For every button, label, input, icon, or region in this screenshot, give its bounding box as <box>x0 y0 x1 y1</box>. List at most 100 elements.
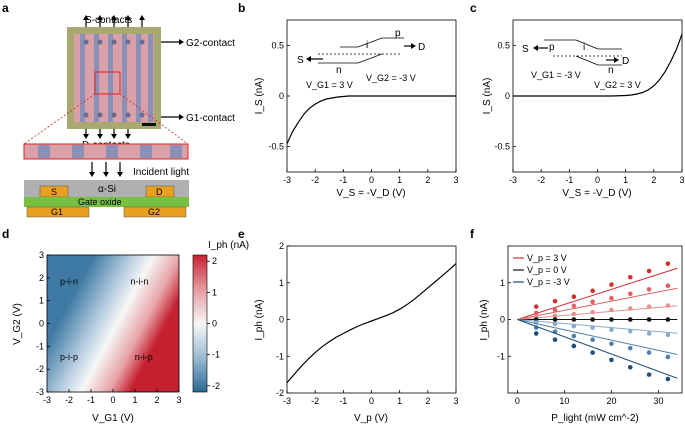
x-tick-label: -3 <box>43 395 51 405</box>
x-tick-label: -1 <box>339 175 347 185</box>
d-arrowhead-c <box>614 57 619 63</box>
xlabel-f: P_light (mW cm^-2) <box>551 413 638 424</box>
x-tick-label: -2 <box>311 396 319 406</box>
g2-arrowhead <box>179 39 184 45</box>
panel-f: f 0 10 20 30 -1 0 1 V_p = 3 V V_p = 0 V V_p = -3… <box>470 227 682 424</box>
g2-contact-label: G2-contact <box>186 38 235 49</box>
heatmap-field <box>47 255 179 392</box>
panel-d: d -3 -2 -1 0 1 2 3-3-2-10123 p-i-n n-i-np-i-p n-… <box>2 227 249 424</box>
legend-f: V_p = 3 V V_p = 0 V V_p = -3 V <box>513 253 570 287</box>
data-point <box>590 300 595 305</box>
data-point <box>553 337 558 342</box>
data-point <box>666 355 671 360</box>
data-point <box>572 294 577 299</box>
x-tick-label: -3 <box>283 396 291 406</box>
x-tick-label: 2 <box>651 175 656 185</box>
heatmap-region-label: n-i-n <box>130 277 148 287</box>
y-tick-label: 1 <box>279 278 284 288</box>
inset-i-c: i <box>583 42 585 53</box>
y-tick-label: 0 <box>279 315 284 325</box>
inset-d-c: D <box>622 56 629 67</box>
x-tick-label: -2 <box>311 175 319 185</box>
x-tick-label: 0 <box>515 396 520 406</box>
device-active-area <box>74 34 154 122</box>
y-tick-label: -1 <box>276 351 284 361</box>
data-point <box>666 377 671 382</box>
data-point <box>647 350 652 355</box>
y-tick-label: 2 <box>39 273 44 283</box>
data-point <box>609 317 614 322</box>
y-tick-label: 0 <box>39 319 44 329</box>
inset-d-b: D <box>418 42 425 53</box>
legend-label: V_p = -3 V <box>527 277 570 287</box>
gate-oxide-label: Gate oxide <box>78 197 122 207</box>
data-point <box>628 346 633 351</box>
panel-letter-a: a <box>2 1 9 15</box>
inset-i-b: i <box>366 40 368 51</box>
x-tick-label: 10 <box>559 396 569 406</box>
ylabel-f: I_ph (nA) <box>479 299 490 340</box>
data-point <box>572 344 577 349</box>
data-point <box>572 304 577 309</box>
data-point <box>553 308 558 313</box>
colorbar-label: I_ph (nA) <box>208 240 249 251</box>
inset-vg1-b: V_G1 = 3 V <box>306 80 353 90</box>
data-point <box>534 311 539 316</box>
data-point <box>628 306 633 311</box>
iv-curve-b <box>287 96 456 144</box>
heatmap-region-label: n-i-p <box>135 352 153 362</box>
source-label: S <box>51 187 57 197</box>
x-tick-label: 3 <box>453 175 458 185</box>
panel-letter-b: b <box>238 1 245 15</box>
ylabel-b: I_S (nA) <box>254 78 265 115</box>
colorbar-tick-label: 0 <box>212 319 217 329</box>
x-tick-label: 0 <box>110 395 115 405</box>
data-point <box>590 350 595 355</box>
data-point <box>666 333 671 338</box>
inset-vg2-b: V_G2 = -3 V <box>366 73 416 83</box>
x-tick-label: 0 <box>595 175 600 185</box>
y-tick-label: 3 <box>39 250 44 260</box>
data-point <box>553 317 558 322</box>
x-tick-label: 3 <box>453 396 458 406</box>
axes-c: -3 -2 -1 0 1 2 3-0.500.5 <box>494 40 684 185</box>
x-tick-label: -1 <box>87 395 95 405</box>
panel-b: b -3 -2 -1 0 1 2 3-0.500.5 S D n i p V_G1 = 3 … <box>238 1 459 199</box>
x-tick-label: 1 <box>132 395 137 405</box>
x-tick-label: -1 <box>565 175 573 185</box>
x-tick-label: 2 <box>425 396 430 406</box>
xlabel-c: V_S = -V_D (V) <box>562 188 631 199</box>
axes-f: 0 10 20 30-101 <box>497 278 664 406</box>
data-point <box>628 291 633 296</box>
xlabel-e: V_p (V) <box>354 413 388 424</box>
iv-curve-e <box>287 264 456 383</box>
data-point <box>534 331 539 336</box>
fit-line <box>517 268 677 319</box>
s-arrowhead-c <box>533 45 538 51</box>
x-tick-label: -2 <box>65 395 73 405</box>
data-point <box>647 317 652 322</box>
inset-s-b: S <box>297 55 304 66</box>
fit-line <box>517 320 677 334</box>
heatmap-region-label: p-i-n <box>60 277 78 287</box>
y-tick-label: -2 <box>36 364 44 374</box>
data-point <box>609 296 614 301</box>
s-contacts-label: S-contacts <box>85 15 132 26</box>
s-arrowhead-b <box>306 56 311 62</box>
data-point <box>590 325 595 330</box>
data-point <box>647 372 652 377</box>
d-contact-arrowheads <box>83 134 131 139</box>
x-tick-label: 3 <box>679 175 684 185</box>
y-tick-label: 1 <box>39 296 44 306</box>
xlabel-b: V_S = -V_D (V) <box>336 188 405 199</box>
x-tick-label: 0 <box>369 396 374 406</box>
x-tick-label: -3 <box>283 175 291 185</box>
inset-vg1-c: V_G1 = -3 V <box>531 70 581 80</box>
data-point <box>666 317 671 322</box>
y-tick-label: 1 <box>500 278 505 288</box>
colorbar-tick-label: 2 <box>212 256 217 266</box>
data-point <box>666 303 671 308</box>
incident-light-label: Incident light <box>133 167 189 178</box>
inset-p-b: p <box>395 28 401 39</box>
